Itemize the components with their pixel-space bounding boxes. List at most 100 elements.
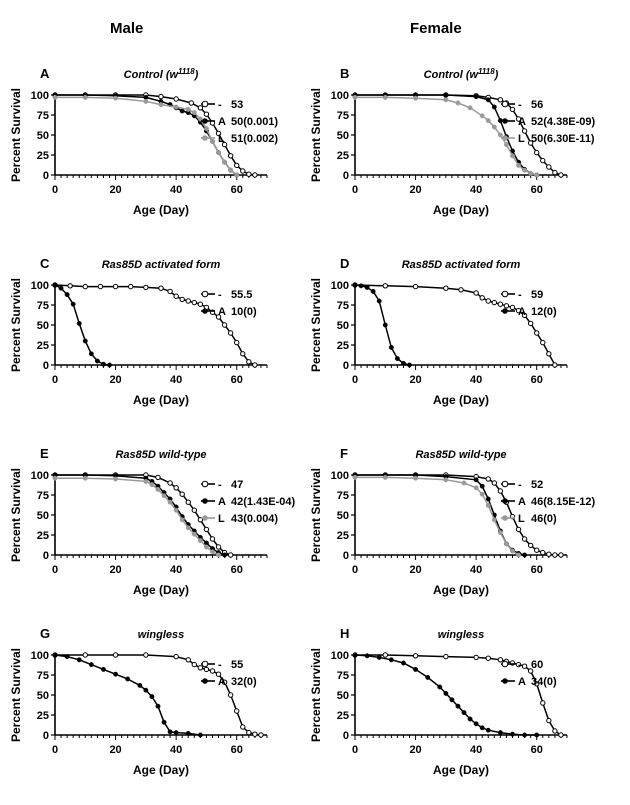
legend-marker: [501, 100, 509, 108]
data-point: [101, 666, 106, 672]
panel-A: A Control (w1118) 0 25 50 75 100 0 20 40 60 Age (Da…: [5, 60, 305, 245]
data-point: [358, 283, 364, 289]
data-point: [179, 108, 185, 114]
data-point: [210, 549, 215, 555]
legend-marker: [502, 135, 508, 141]
x-tick-label: 60: [531, 564, 543, 576]
x-tick-label: 0: [352, 374, 358, 386]
legend-series-name: -: [218, 289, 222, 301]
column-title-male: Male: [110, 20, 144, 37]
data-point: [82, 283, 88, 290]
data-point: [540, 339, 546, 346]
x-tick-label: 60: [231, 564, 243, 576]
x-tick-label: 20: [109, 184, 121, 196]
data-point: [413, 475, 419, 481]
data-point: [234, 708, 240, 714]
y-tick-label: 0: [43, 550, 49, 562]
legend-item-1: A 46(8.15E-12): [501, 496, 596, 508]
chart-title: Control (w1118): [424, 67, 499, 81]
data-point: [497, 488, 504, 494]
legend-label: 34(0): [531, 676, 557, 688]
data-point: [382, 652, 388, 658]
legend-series-name: A: [218, 116, 226, 128]
legend-series-name: A: [518, 496, 526, 508]
data-point: [473, 721, 479, 727]
y-tick-label: 25: [37, 340, 49, 352]
panel-letter: D: [340, 256, 349, 271]
data-point: [503, 142, 509, 148]
data-point: [522, 552, 528, 558]
data-point: [479, 113, 485, 119]
x-tick-label: 0: [352, 184, 358, 196]
legend-label: 56: [531, 99, 543, 111]
y-tick-label: 0: [343, 730, 349, 742]
chart-title-text: Ras85D activated form: [102, 259, 221, 271]
series-line: [54, 284, 110, 366]
data-point: [388, 657, 394, 663]
legend-series-name: A: [218, 676, 226, 688]
legend-item-0: -56: [501, 99, 543, 111]
data-point: [352, 474, 358, 480]
data-point: [113, 95, 119, 101]
data-point: [425, 674, 431, 680]
legend-series-name: L: [218, 513, 225, 525]
x-tick-label: 60: [531, 374, 543, 386]
data-point: [228, 167, 234, 173]
data-point: [509, 106, 516, 113]
legend-marker: [202, 498, 208, 504]
data-point: [143, 98, 149, 104]
data-point: [443, 92, 449, 98]
data-point: [443, 285, 449, 291]
data-point: [158, 285, 164, 291]
data-point: [227, 552, 234, 558]
chart-svg-A: A Control (w1118) 0 25 50 75 100 0 20 40 60 Age (Da…: [9, 66, 278, 217]
y-tick-label: 25: [337, 530, 349, 542]
legend-item-2: L 46(0): [501, 513, 557, 525]
data-point: [94, 358, 100, 364]
x-tick-label: 40: [470, 184, 482, 196]
legend-label: 42(1.43E-04): [231, 496, 296, 508]
y-tick-label: 75: [337, 110, 349, 122]
y-axis-label: Percent Survival: [309, 278, 323, 372]
x-tick-label: 40: [470, 744, 482, 756]
legend-item-2: L 51(0.002): [201, 133, 278, 145]
chart-title-text: Control (w: [124, 69, 180, 81]
data-point: [158, 93, 164, 100]
data-point: [58, 285, 64, 291]
data-point: [221, 322, 228, 328]
y-tick-label: 50: [37, 320, 49, 332]
legend-marker: [201, 290, 209, 298]
x-tick-label: 0: [352, 744, 358, 756]
legend-marker: [502, 498, 508, 504]
legend-series-name: A: [518, 676, 526, 688]
data-point: [364, 284, 370, 290]
panel-letter: G: [40, 626, 50, 641]
chart-svg-C: C Ras85D activated form 0 25 50 75 100 0 20 40 60 A…: [9, 256, 268, 407]
data-point: [485, 727, 491, 733]
data-point: [376, 298, 382, 304]
series-1: [352, 92, 540, 178]
y-axis-label: Percent Survival: [309, 468, 323, 562]
legend-marker: [202, 308, 208, 314]
legend-series-name: -: [518, 289, 522, 301]
series-line: [354, 284, 410, 366]
data-point: [522, 732, 528, 738]
data-point: [510, 548, 515, 554]
data-point: [64, 292, 70, 298]
legend-marker: [202, 678, 208, 684]
data-point: [252, 731, 258, 737]
data-point: [221, 141, 228, 148]
data-point: [485, 655, 491, 661]
y-tick-label: 25: [337, 340, 349, 352]
y-tick-label: 100: [331, 90, 349, 102]
series-line: [355, 96, 537, 176]
y-tick-label: 75: [337, 300, 349, 312]
x-axis-label: Age (Day): [133, 393, 189, 407]
y-tick-label: 100: [331, 650, 349, 662]
data-point: [76, 320, 82, 326]
data-point: [191, 507, 198, 513]
data-point: [546, 351, 552, 357]
data-point: [552, 728, 558, 734]
data-point: [227, 330, 234, 336]
data-point: [540, 549, 546, 556]
